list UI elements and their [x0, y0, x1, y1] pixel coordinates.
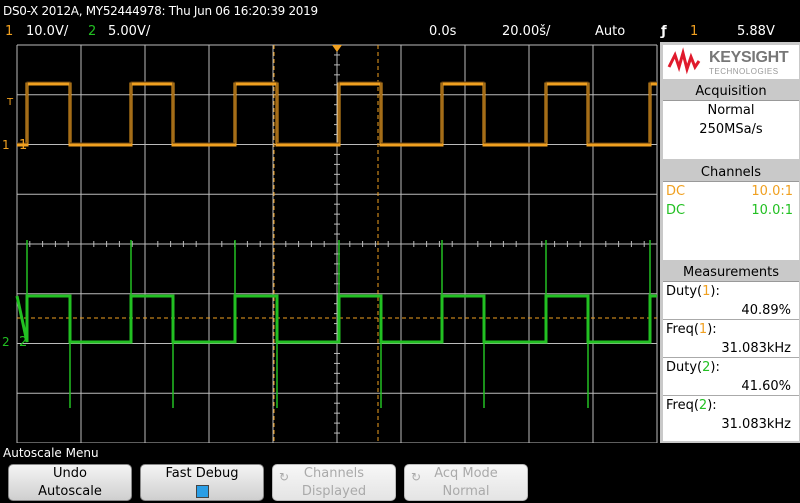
title-bar: DS0-X 2012A, MY52444978: Thu Jun 06 16:2… — [0, 0, 800, 22]
trigger-slope-icon: ƒ — [661, 24, 667, 39]
duty-2-label: Duty(2): — [666, 360, 720, 375]
acquisition-panel[interactable]: Acquisition Normal 250MSa/s — [663, 82, 799, 159]
ch1-scale[interactable]: 10.0V/ — [26, 24, 69, 39]
trigger-level-marker: T — [6, 97, 14, 108]
channel-1-row: DC 10.0:1 — [663, 182, 799, 201]
measurements-title: Measurements — [663, 263, 799, 282]
acquisition-mode: Normal — [707, 103, 755, 118]
softkey-menu-title: Autoscale Menu — [3, 446, 99, 460]
channel-2-probe: 10.0:1 — [751, 203, 793, 218]
ch2-scale[interactable]: 5.00V/ — [108, 24, 151, 39]
logo-sub: TECHNOLOGIES — [709, 67, 779, 76]
channel-2-row: DC 10.0:1 — [663, 201, 799, 220]
freq-1-channel: 1 — [698, 322, 708, 337]
acq-mode-button[interactable]: ↻ Acq Mode Normal — [404, 464, 528, 501]
channels-title: Channels — [663, 163, 799, 182]
freq-2-value: 31.083kHz — [721, 417, 791, 432]
ch1-number[interactable]: 1 — [5, 24, 14, 39]
channel-1-coupling: DC — [666, 184, 686, 199]
measurements-panel[interactable]: Measurements Duty(1): 40.89% Freq(1): 31… — [663, 263, 799, 441]
keysight-wave-icon — [667, 47, 701, 75]
channel-1-probe: 10.0:1 — [751, 184, 793, 199]
trigger-position-marker — [332, 45, 342, 52]
time-scale[interactable]: 20.00š/ — [502, 24, 551, 39]
ch1-ground-marker: 1 — [2, 138, 10, 152]
ch1-waveform-shadow — [17, 81, 657, 144]
ch1-label: 1 — [19, 138, 27, 153]
logo-brand: KEYSIGHT — [709, 49, 789, 66]
freq-2-label: Freq(2): — [666, 398, 717, 413]
freq-2-channel: 2 — [698, 398, 708, 413]
channels-displayed-button[interactable]: ↻ Channels Displayed — [272, 464, 396, 501]
fast-debug-button[interactable]: Fast Debug — [140, 464, 264, 501]
fast-debug-checkbox[interactable] — [195, 485, 209, 498]
side-panel: KEYSIGHT TECHNOLOGIES Acquisition Normal… — [660, 42, 800, 443]
status-bar: 1 10.0V/ 2 5.00V/ 0.0s 20.00š/ Auto ƒ 1 … — [0, 22, 800, 42]
duty-1-channel: 1 — [702, 284, 711, 299]
channels-panel[interactable]: Channels DC 10.0:1 DC 10.0:1 — [663, 163, 799, 260]
ch2-number[interactable]: 2 — [88, 24, 97, 39]
waveform-graticule: T 1 1 2 2 — [2, 44, 658, 443]
instrument-title: DS0-X 2012A, MY52444978: Thu Jun 06 16:2… — [3, 4, 318, 18]
keysight-logo: KEYSIGHT TECHNOLOGIES — [663, 45, 799, 79]
acquisition-rate: 250MSa/s — [699, 122, 763, 137]
time-delay[interactable]: 0.0s — [429, 24, 457, 39]
channel-2-coupling: DC — [666, 203, 686, 218]
freq-1-value: 31.083kHz — [663, 339, 799, 358]
ch2-label: 2 — [19, 335, 27, 350]
rotate-icon: ↻ — [279, 470, 290, 484]
duty-1-value: 40.89% — [663, 301, 799, 320]
trigger-level[interactable]: 5.88V — [737, 24, 775, 39]
acquisition-title: Acquisition — [663, 82, 799, 101]
duty-2-channel: 2 — [702, 360, 711, 375]
trigger-source[interactable]: 1 — [690, 24, 699, 39]
softkey-bar: Undo Autoscale Fast Debug ↻ Channels Dis… — [0, 462, 800, 503]
trigger-mode[interactable]: Auto — [595, 24, 626, 39]
ch2-waveform — [15, 294, 657, 344]
duty-1-label: Duty(1): — [666, 284, 720, 299]
duty-2-value: 41.60% — [663, 377, 799, 396]
rotate-icon: ↻ — [411, 470, 422, 484]
freq-1-label: Freq(1): — [666, 322, 717, 337]
undo-autoscale-button[interactable]: Undo Autoscale — [8, 464, 132, 501]
ch2-ground-marker: 2 — [2, 335, 10, 349]
